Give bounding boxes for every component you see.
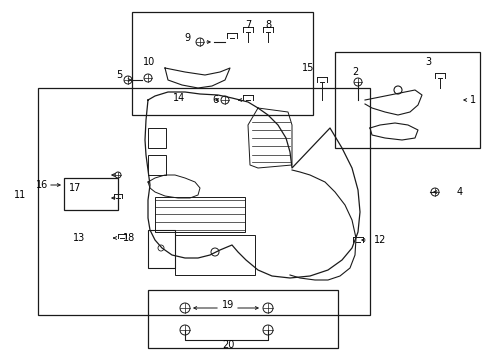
Bar <box>148 290 338 348</box>
Bar <box>132 12 313 115</box>
Text: 19: 19 <box>222 300 234 310</box>
Bar <box>335 52 480 148</box>
Text: 1: 1 <box>470 95 476 105</box>
Text: 3: 3 <box>425 57 431 67</box>
Text: 16: 16 <box>36 180 48 190</box>
Text: 5: 5 <box>116 70 122 80</box>
Bar <box>148 155 166 175</box>
Text: 4: 4 <box>457 187 463 197</box>
Text: 7: 7 <box>245 20 251 30</box>
Text: 9: 9 <box>184 33 190 43</box>
Text: 2: 2 <box>352 67 358 77</box>
Text: 6: 6 <box>212 95 218 105</box>
Bar <box>64 178 118 210</box>
Text: 11: 11 <box>14 190 26 200</box>
Bar <box>155 197 245 232</box>
Bar <box>148 230 175 268</box>
Bar <box>148 128 166 148</box>
Text: 10: 10 <box>143 57 155 67</box>
Text: 15: 15 <box>302 63 314 73</box>
Text: 20: 20 <box>222 340 234 350</box>
Text: 12: 12 <box>374 235 386 245</box>
Bar <box>175 235 255 275</box>
Text: 17: 17 <box>69 183 81 193</box>
Text: 14: 14 <box>173 93 185 103</box>
Text: 18: 18 <box>123 233 135 243</box>
Bar <box>38 88 370 315</box>
Text: 13: 13 <box>73 233 85 243</box>
Text: 8: 8 <box>265 20 271 30</box>
